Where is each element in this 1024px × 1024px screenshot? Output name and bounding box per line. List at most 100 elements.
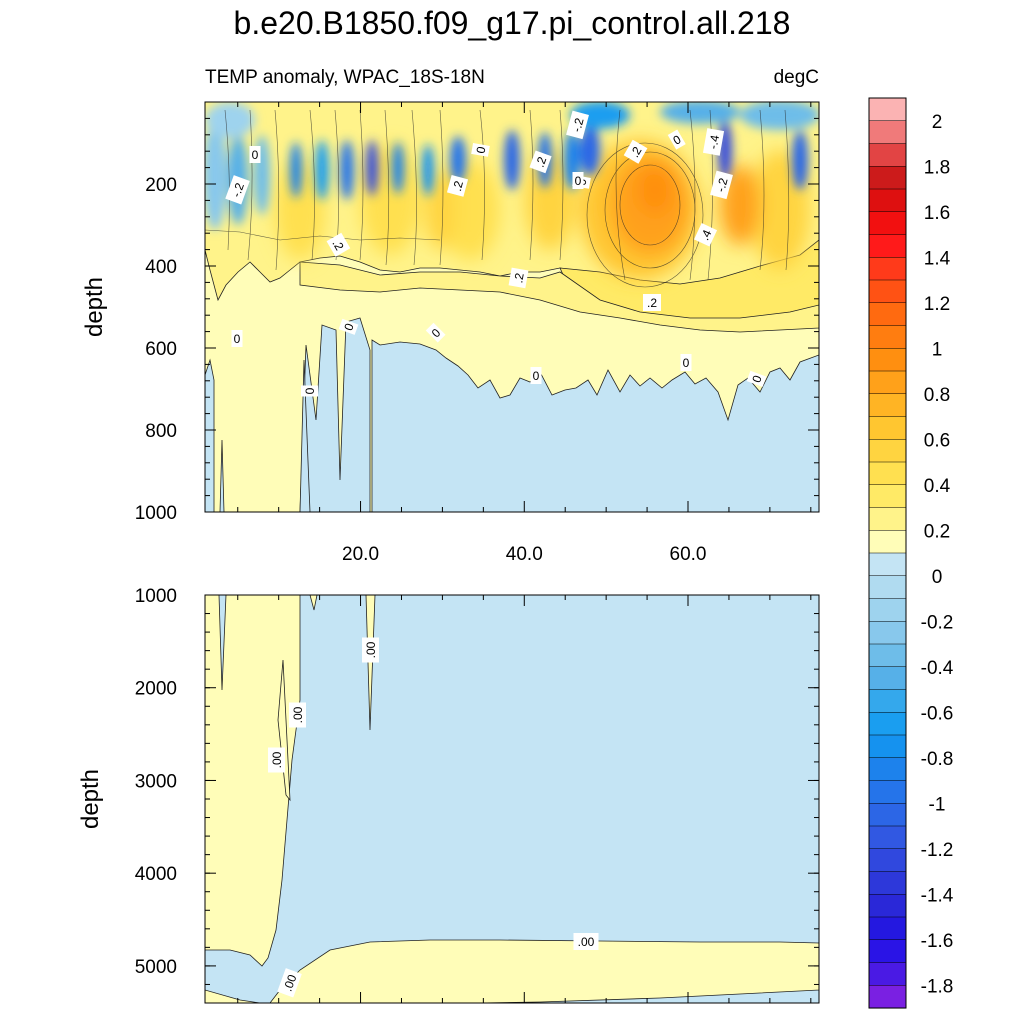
svg-text:.2: .2 bbox=[647, 296, 657, 310]
colorbar-swatch bbox=[868, 439, 907, 463]
contour-label: .00 bbox=[289, 702, 306, 728]
svg-text:0: 0 bbox=[575, 174, 582, 188]
colorbar-label: -1.2 bbox=[921, 840, 954, 861]
y-tick-label: 600 bbox=[145, 339, 177, 360]
contour-label: .00 bbox=[277, 968, 302, 998]
colorbar-label: -1.4 bbox=[921, 885, 954, 906]
colorbar-swatch bbox=[868, 962, 907, 986]
y-tick-label: 2000 bbox=[135, 679, 177, 700]
y-tick-label: 800 bbox=[145, 421, 177, 442]
svg-text:.00: .00 bbox=[578, 935, 595, 949]
lower-contour-field bbox=[205, 595, 819, 1003]
colorbar-swatch bbox=[868, 598, 907, 622]
colorbar-label: 0.2 bbox=[924, 521, 950, 542]
colorbar-label: 2 bbox=[932, 112, 943, 133]
contour-label: .2 bbox=[326, 232, 351, 257]
colorbar-swatch bbox=[868, 643, 907, 668]
colorbar-label: 1.6 bbox=[924, 203, 950, 224]
contour-label: 0 bbox=[746, 370, 767, 387]
svg-text:-.4: -.4 bbox=[706, 134, 722, 151]
svg-text:.00: .00 bbox=[291, 706, 305, 723]
svg-text:0: 0 bbox=[234, 332, 241, 346]
colorbar-swatch bbox=[868, 257, 907, 281]
upper-contour-field bbox=[205, 102, 819, 512]
chart-title: b.e20.B1850.f09_g17.pi_control.all.218 bbox=[234, 5, 791, 41]
colorbar-label: 1 bbox=[932, 339, 943, 360]
colorbar-swatch bbox=[868, 188, 907, 213]
contour-label: 0 bbox=[249, 146, 261, 163]
colorbar-swatch bbox=[868, 393, 907, 418]
svg-text:.2: .2 bbox=[450, 179, 466, 193]
y-tick-label: 200 bbox=[145, 175, 177, 196]
colorbar-swatch bbox=[868, 689, 907, 713]
contour-label: .2 bbox=[529, 150, 552, 174]
svg-text:.00: .00 bbox=[281, 972, 300, 993]
colorbar-label: -0.4 bbox=[921, 658, 954, 679]
colorbar-swatch bbox=[868, 712, 907, 736]
chart-subtitle-right: degC bbox=[774, 67, 819, 88]
upper-ylabel: depth bbox=[81, 277, 108, 337]
upper-panel: 200 400 600 800 1000 20.0 40.0 60.0 0 -.2 .2 0 .2 .2… bbox=[81, 101, 820, 565]
colorbar-label: 1.4 bbox=[924, 248, 951, 269]
colorbar-swatch bbox=[868, 985, 907, 1009]
contour-label: .00 bbox=[573, 933, 599, 950]
contour-label: .4 bbox=[694, 223, 718, 247]
colorbar-swatch bbox=[868, 939, 907, 964]
contour-label: .00 bbox=[268, 747, 285, 773]
svg-text:.2: .2 bbox=[511, 272, 527, 285]
colorbar-swatch bbox=[868, 621, 907, 645]
contour-label: 0 bbox=[231, 330, 243, 347]
colorbar-swatch bbox=[868, 666, 907, 691]
colorbar-label: -1.6 bbox=[921, 931, 954, 952]
svg-text:.00: .00 bbox=[364, 641, 378, 658]
colorbar-swatch bbox=[868, 757, 907, 782]
colorbar-frame bbox=[868, 97, 907, 1009]
y-tick-label: 400 bbox=[145, 257, 177, 278]
colorbar-label: -2 bbox=[929, 1022, 946, 1024]
upper-ticks: 200 400 600 800 1000 20.0 40.0 60.0 bbox=[135, 101, 819, 565]
colorbar-label: 0.8 bbox=[924, 385, 950, 406]
colorbar-label: -0.2 bbox=[921, 612, 954, 633]
colorbar-swatch bbox=[868, 780, 907, 804]
colorbar-label: 0.4 bbox=[924, 476, 951, 497]
contour-label: 0 bbox=[667, 129, 686, 150]
contour-label: 0 bbox=[530, 367, 542, 384]
colorbar-label: 0 bbox=[932, 567, 943, 588]
colorbar-swatch bbox=[868, 575, 907, 600]
colorbar-swatch bbox=[868, 97, 907, 122]
lower-contour-labels: .00 .00 .00 .00 .00 bbox=[268, 637, 599, 998]
svg-text:0: 0 bbox=[533, 369, 540, 383]
svg-text:-.2: -.2 bbox=[713, 176, 730, 193]
colorbar-swatch bbox=[868, 734, 907, 759]
colorbar-swatch bbox=[868, 348, 907, 372]
colorbar: 2 1.8 1.6 1.4 1.2 1 0.8 0.6 0.4 0.2 0 -0.2 -0.4 -0.6 -… bbox=[868, 97, 954, 1024]
colorbar-swatch bbox=[868, 530, 907, 554]
colorbar-swatch bbox=[868, 825, 907, 850]
svg-text:0: 0 bbox=[749, 373, 765, 384]
upper-plot-frame bbox=[204, 101, 820, 513]
colorbar-swatch bbox=[868, 871, 907, 895]
colorbar-swatch bbox=[868, 279, 907, 304]
colorbar-swatch bbox=[868, 461, 907, 486]
contour-label: .2 bbox=[446, 174, 469, 197]
colorbar-label: -1 bbox=[929, 794, 946, 815]
lower-ylabel: depth bbox=[77, 769, 104, 829]
y-tick-label: 4000 bbox=[135, 864, 177, 885]
lower-field-base bbox=[205, 595, 819, 1003]
x-tick-label: 20.0 bbox=[342, 544, 379, 565]
contour-label: -.2 bbox=[225, 175, 250, 205]
lower-ticks: 1000 2000 3000 4000 5000 bbox=[135, 586, 819, 1004]
contour-label: .00 bbox=[362, 637, 379, 663]
colorbar-swatch bbox=[868, 302, 907, 327]
contour-label: 0 bbox=[572, 172, 584, 189]
chart-subtitle-left: TEMP anomaly, WPAC_18S-18N bbox=[205, 67, 485, 88]
y-tick-label: 1000 bbox=[135, 503, 177, 524]
contour-label: -.2 bbox=[710, 170, 733, 200]
y-tick-label: 3000 bbox=[135, 771, 177, 792]
contour-label: -.4 bbox=[702, 128, 725, 156]
contour-label: .2 bbox=[508, 267, 529, 289]
x-tick-label: 40.0 bbox=[506, 544, 543, 565]
svg-text:.2: .2 bbox=[533, 155, 550, 169]
y-tick-label: 1000 bbox=[135, 586, 177, 607]
colorbar-swatch bbox=[868, 803, 907, 827]
